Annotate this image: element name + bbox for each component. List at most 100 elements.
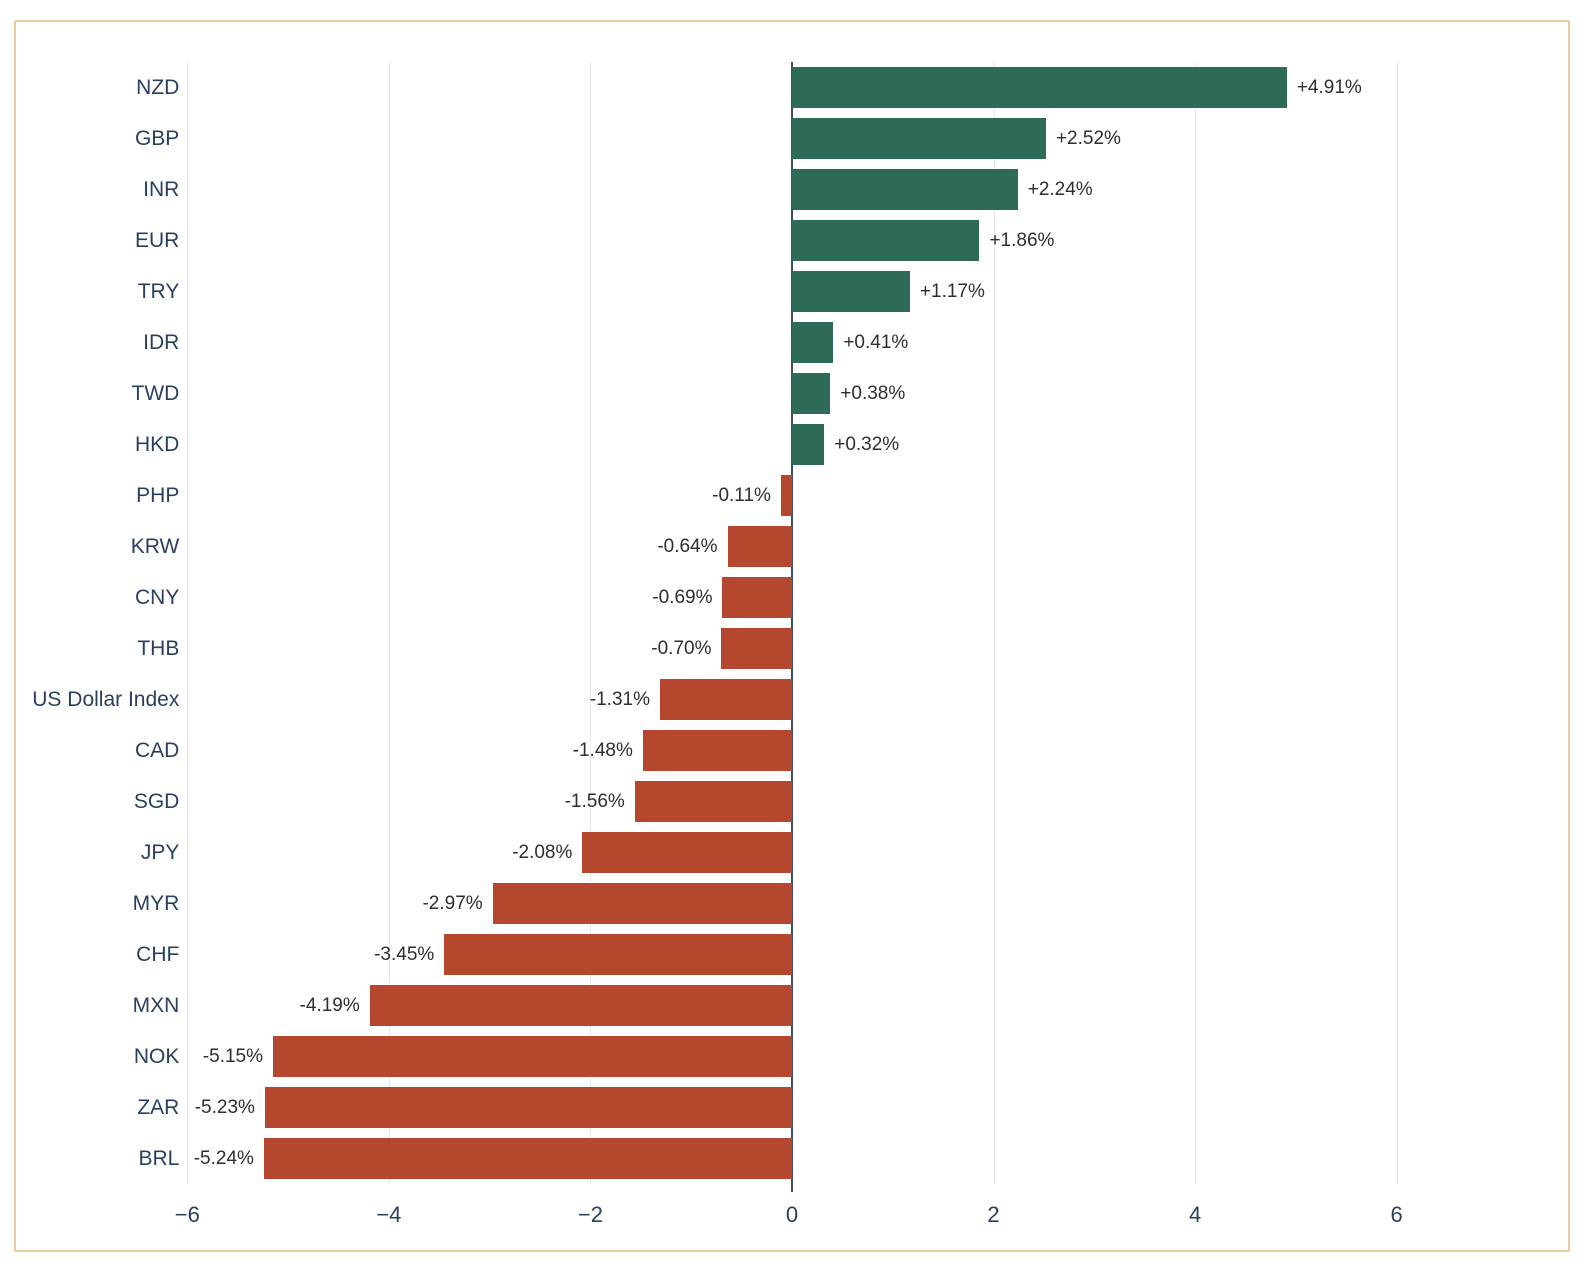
x-tick-label: 2 — [987, 1202, 1000, 1227]
bar-row: HKD +0.32% — [16, 419, 1568, 470]
category-label: US Dollar Index — [32, 687, 180, 711]
value-label: -3.45% — [374, 943, 435, 965]
bar[interactable] — [792, 67, 1287, 108]
category-label: MXN — [132, 993, 180, 1017]
x-axis: −6 −4 −2 0 2 4 6 — [16, 1202, 1568, 1236]
value-label: -2.97% — [422, 892, 483, 914]
bar-row: PHP -0.11% — [16, 470, 1568, 521]
value-label: +0.41% — [843, 331, 909, 353]
category-label: PHP — [136, 483, 180, 507]
bar[interactable] — [659, 679, 792, 720]
bar[interactable] — [792, 322, 834, 363]
gridline — [993, 62, 995, 1184]
bar-row: NZD +4.91% — [16, 62, 1568, 113]
bar[interactable] — [582, 832, 792, 873]
bar[interactable] — [492, 883, 792, 924]
category-label: CNY — [134, 585, 180, 609]
value-label: -1.56% — [564, 790, 625, 812]
bar[interactable] — [792, 424, 825, 465]
bar-row: BRL -5.24% — [16, 1133, 1568, 1184]
x-tick-label: 6 — [1390, 1202, 1403, 1227]
value-label: +1.17% — [919, 280, 985, 302]
plot-area: NZD +4.91% GBP +2.52% INR +2.24% EUR +1.86% TRY +… — [16, 62, 1568, 1192]
bar[interactable] — [721, 628, 792, 669]
bar[interactable] — [263, 1138, 792, 1179]
x-tick-label: −2 — [577, 1202, 603, 1227]
value-label: -0.69% — [652, 586, 713, 608]
x-tick-label: −6 — [174, 1202, 200, 1227]
bar-row: SGD -1.56% — [16, 776, 1568, 827]
category-label: TWD — [131, 381, 180, 405]
x-tick-label: 0 — [785, 1202, 799, 1227]
bar[interactable] — [642, 730, 792, 771]
category-label: NOK — [133, 1044, 180, 1068]
category-label: THB — [137, 636, 180, 660]
bar[interactable] — [722, 577, 792, 618]
category-label: MYR — [132, 891, 180, 915]
value-label: -0.64% — [657, 535, 718, 557]
category-label: JPY — [140, 840, 180, 864]
bar-row: MYR -2.97% — [16, 878, 1568, 929]
bar-row: CAD -1.48% — [16, 725, 1568, 776]
bar-row: TRY +1.17% — [16, 266, 1568, 317]
value-label: -0.70% — [651, 637, 712, 659]
bar[interactable] — [272, 1036, 792, 1077]
value-label: +1.86% — [989, 229, 1055, 251]
value-label: -5.15% — [202, 1045, 263, 1067]
bar[interactable] — [444, 934, 792, 975]
bar-row: INR +2.24% — [16, 164, 1568, 215]
value-label: -1.31% — [589, 688, 650, 710]
bar[interactable] — [792, 271, 910, 312]
category-label: ZAR — [137, 1095, 180, 1119]
gridline — [1396, 62, 1398, 1184]
bar-row: GBP +2.52% — [16, 113, 1568, 164]
gridline — [187, 62, 189, 1184]
category-label: EUR — [134, 228, 180, 252]
bar-row: EUR +1.86% — [16, 215, 1568, 266]
bar-row: MXN -4.19% — [16, 980, 1568, 1031]
gridline — [590, 62, 592, 1184]
bar-row: KRW -0.64% — [16, 521, 1568, 572]
category-label: KRW — [130, 534, 180, 558]
category-label: INR — [143, 177, 180, 201]
bar[interactable] — [792, 118, 1046, 159]
value-label: +0.38% — [840, 382, 906, 404]
bar-row: CHF -3.45% — [16, 929, 1568, 980]
x-tick-label: 4 — [1188, 1202, 1202, 1227]
category-label: HKD — [134, 432, 180, 456]
value-label: -1.48% — [572, 739, 633, 761]
bar[interactable] — [634, 781, 792, 822]
value-label: -5.24% — [193, 1147, 254, 1169]
value-label: -0.11% — [712, 484, 771, 506]
bar-row: IDR +0.41% — [16, 317, 1568, 368]
category-label: SGD — [133, 789, 180, 813]
category-label: CAD — [134, 738, 180, 762]
bar[interactable] — [780, 475, 792, 516]
gridline — [1195, 62, 1197, 1184]
value-label: -5.23% — [194, 1096, 255, 1118]
x-tick-label: −4 — [376, 1202, 402, 1227]
bar[interactable] — [792, 373, 831, 414]
bar[interactable] — [727, 526, 792, 567]
value-label: +0.32% — [834, 433, 900, 455]
bar-row: NOK -5.15% — [16, 1031, 1568, 1082]
value-label: +2.24% — [1027, 178, 1093, 200]
bar-row: ZAR -5.23% — [16, 1082, 1568, 1133]
chart-frame: NZD +4.91% GBP +2.52% INR +2.24% EUR +1.86% TRY +… — [14, 20, 1570, 1252]
bar-row: JPY -2.08% — [16, 827, 1568, 878]
value-label: +2.52% — [1055, 127, 1121, 149]
bar[interactable] — [792, 220, 980, 261]
value-label: -4.19% — [299, 994, 360, 1016]
category-label: TRY — [137, 279, 180, 303]
bar-row: THB -0.70% — [16, 623, 1568, 674]
category-label: CHF — [136, 942, 180, 966]
bar[interactable] — [792, 169, 1018, 210]
bar-row: TWD +0.38% — [16, 368, 1568, 419]
zero-line — [791, 62, 793, 1192]
category-label: NZD — [136, 75, 180, 99]
category-label: IDR — [143, 330, 180, 354]
bar[interactable] — [264, 1087, 792, 1128]
bar-row: CNY -0.69% — [16, 572, 1568, 623]
category-label: BRL — [138, 1146, 180, 1170]
bar[interactable] — [369, 985, 792, 1026]
